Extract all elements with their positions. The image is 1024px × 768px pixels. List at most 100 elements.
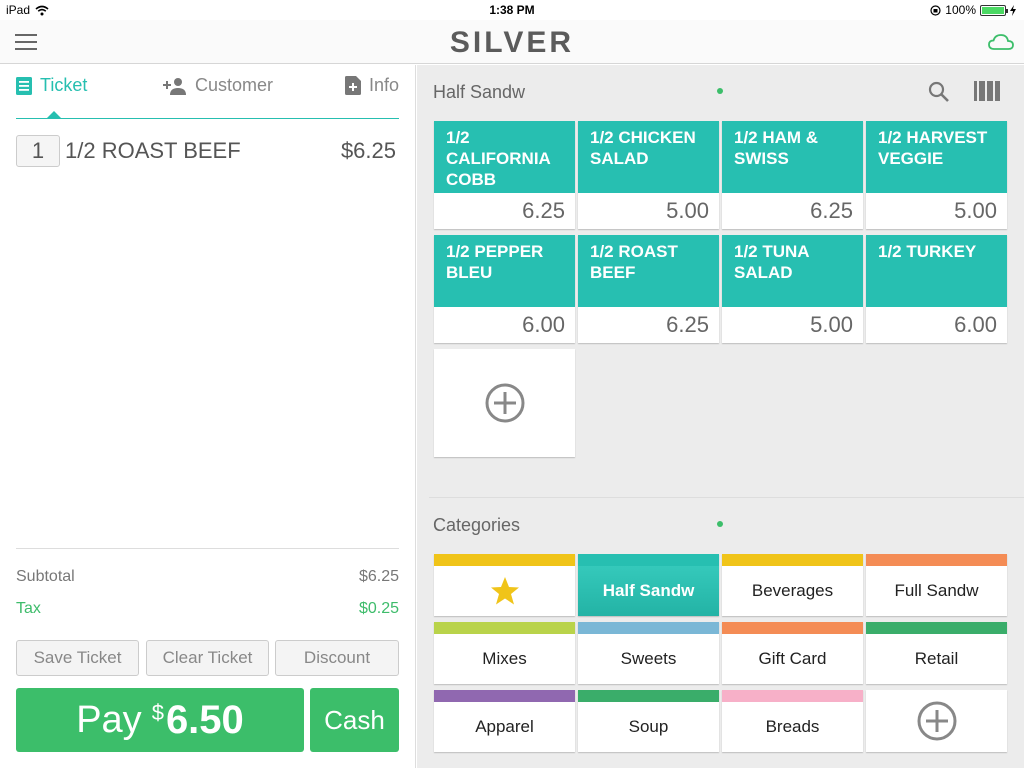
category-beverages[interactable]: Beverages	[722, 554, 863, 616]
line-item-price: $6.25	[340, 138, 396, 163]
category-label: Beverages	[751, 581, 834, 600]
tab-ticket[interactable]: Ticket	[16, 75, 87, 96]
category-color-bar	[578, 690, 719, 702]
charging-icon	[1010, 4, 1016, 16]
ticket-tabs: Ticket Customer Info	[16, 65, 399, 119]
orientation-lock-icon	[930, 4, 941, 16]
tab-info-label: Info	[369, 75, 400, 95]
add-person-icon	[163, 77, 186, 95]
subtotal-row: Subtotal $6.25	[16, 568, 399, 586]
add-product-button[interactable]	[434, 349, 575, 457]
nav-bar: SILVER	[0, 20, 1024, 64]
tab-customer[interactable]: Customer	[163, 75, 273, 96]
product-tile[interactable]: 1/2 HARVEST VEGGIE 5.00	[866, 121, 1007, 229]
catalog-panel: Half Sandw 1/2 CALIFORNIA COBB 6.25 1/2 …	[417, 65, 1024, 768]
line-item-name: 1/2 ROAST BEEF	[65, 138, 241, 163]
product-price: 5.00	[954, 198, 997, 223]
subtotal-value: $6.25	[358, 568, 399, 585]
category-label: Gift Card	[758, 649, 827, 668]
discount-button[interactable]: Discount	[275, 640, 399, 676]
tab-ticket-label: Ticket	[40, 75, 88, 95]
search-icon[interactable]	[928, 81, 950, 103]
product-tile[interactable]: 1/2 PEPPER BLEU 6.00	[434, 235, 575, 343]
category-color-bar	[722, 622, 863, 634]
category-label: Sweets	[620, 649, 677, 668]
product-tile[interactable]: 1/2 TUNA SALAD 5.00	[722, 235, 863, 343]
category-apparel[interactable]: Apparel	[434, 690, 575, 752]
status-left: iPad	[6, 3, 49, 17]
category-label: Soup	[628, 717, 669, 736]
active-tab-indicator	[46, 111, 62, 119]
category-label	[434, 566, 575, 616]
app-logo: SILVER	[449, 26, 575, 59]
product-tile[interactable]: 1/2 CHICKEN SALAD 5.00	[578, 121, 719, 229]
product-name: 1/2 HAM & SWISS	[722, 121, 863, 193]
category-label: Mixes	[482, 649, 527, 668]
ticket-line-item[interactable]: 1 1/2 ROAST BEEF $6.25	[16, 135, 396, 167]
star-icon	[490, 577, 519, 605]
category-mixes[interactable]: Mixes	[434, 622, 575, 684]
clear-ticket-button[interactable]: Clear Ticket	[146, 640, 269, 676]
cloud-sync-icon[interactable]	[988, 32, 1014, 52]
category-sweets[interactable]: Sweets	[578, 622, 719, 684]
category-color-bar	[722, 690, 863, 702]
categories-page-indicator	[717, 521, 723, 527]
category-breads[interactable]: Breads	[722, 690, 863, 752]
category-color-bar	[866, 554, 1007, 566]
pay-currency: $	[151, 700, 164, 725]
menu-icon[interactable]	[15, 34, 37, 50]
cash-button[interactable]: Cash	[310, 688, 399, 752]
category-label: Half Sandw	[578, 566, 719, 616]
product-price: 6.25	[666, 312, 709, 337]
product-price: 5.00	[810, 312, 853, 337]
category-soup[interactable]: Soup	[578, 690, 719, 752]
tax-row[interactable]: Tax $0.25	[16, 600, 399, 618]
category-color-bar	[434, 622, 575, 634]
document-plus-icon	[345, 76, 361, 95]
category-retail[interactable]: Retail	[866, 622, 1007, 684]
list-icon	[16, 76, 32, 95]
categories-section-title: Categories	[433, 515, 521, 535]
product-price: 5.00	[666, 198, 709, 223]
category-label: Full Sandw	[894, 581, 979, 600]
barcode-icon[interactable]	[974, 81, 1000, 101]
category-label: Retail	[914, 649, 959, 668]
category-half-sandw[interactable]: Half Sandw	[578, 554, 719, 616]
tab-customer-label: Customer	[195, 75, 274, 95]
products-page-indicator	[717, 88, 723, 94]
product-tile[interactable]: 1/2 TURKEY 6.00	[866, 235, 1007, 343]
subtotal-label: Subtotal	[16, 568, 75, 585]
category-gift-card[interactable]: Gift Card	[722, 622, 863, 684]
category-color-bar	[722, 554, 863, 566]
tab-info[interactable]: Info	[345, 75, 399, 96]
products-section-title: Half Sandw	[433, 82, 526, 102]
pay-label: Pay	[76, 698, 142, 741]
category-color-bar	[866, 622, 1007, 634]
category-favorites[interactable]	[434, 554, 575, 616]
category-color-bar	[434, 690, 575, 702]
product-price: 6.25	[522, 198, 565, 223]
ticket-panel: Ticket Customer Info 1 1/2 ROAST BEEF $6…	[0, 65, 416, 768]
category-label: Apparel	[475, 717, 534, 736]
pay-button[interactable]: Pay $ 6.50	[16, 688, 304, 752]
category-color-bar	[578, 554, 719, 566]
save-ticket-button[interactable]: Save Ticket	[16, 640, 139, 676]
clock: 1:38 PM	[489, 3, 535, 17]
product-price: 6.00	[954, 312, 997, 337]
product-tile[interactable]: 1/2 HAM & SWISS 6.25	[722, 121, 863, 229]
tax-label: Tax	[16, 600, 41, 617]
product-tile[interactable]: 1/2 CALIFORNIA COBB 6.25	[434, 121, 575, 229]
battery-icon	[980, 4, 1008, 16]
product-name: 1/2 ROAST BEEF	[578, 235, 719, 307]
plus-circle-icon	[485, 383, 524, 423]
product-name: 1/2 PEPPER BLEU	[434, 235, 575, 307]
product-tile[interactable]: 1/2 ROAST BEEF 6.25	[578, 235, 719, 343]
quantity-box[interactable]: 1	[16, 135, 60, 167]
product-name: 1/2 TURKEY	[866, 235, 1007, 307]
categories-divider	[429, 497, 1024, 498]
add-category-button[interactable]	[866, 690, 1007, 752]
status-bar: iPad 1:38 PM 100%	[0, 0, 1024, 20]
product-name: 1/2 HARVEST VEGGIE	[866, 121, 1007, 193]
category-full-sandw[interactable]: Full Sandw	[866, 554, 1007, 616]
plus-circle-icon	[917, 701, 956, 741]
